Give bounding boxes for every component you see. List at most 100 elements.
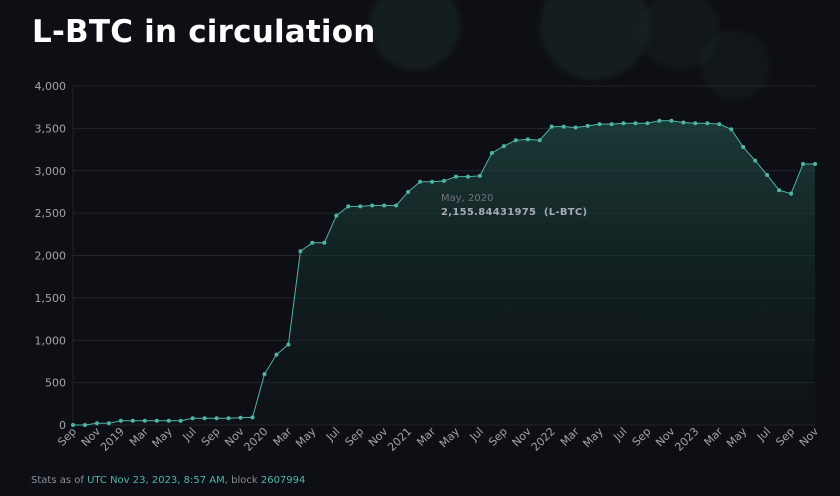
data-point[interactable] [214,416,219,421]
data-point[interactable] [430,179,435,184]
data-point[interactable] [418,179,423,184]
data-point[interactable] [573,125,578,130]
data-point[interactable] [813,161,817,166]
data-point[interactable] [717,122,722,127]
data-point[interactable] [166,418,171,423]
data-point[interactable] [705,121,710,126]
x-tick-label: May [293,425,319,451]
data-point[interactable] [142,418,147,423]
x-tick-label: Jul [180,425,199,444]
y-tick-label: 4,000 [35,80,67,93]
footer-block-number: 2607994 [260,475,306,486]
page-title: L-BTC in circulation [32,14,376,50]
data-point[interactable] [382,203,387,208]
y-tick-label: 1,000 [35,334,67,347]
data-point[interactable] [681,120,686,125]
data-point[interactable] [525,137,530,142]
data-point[interactable] [513,138,518,143]
data-point[interactable] [453,174,458,179]
data-point[interactable] [645,121,650,126]
data-point[interactable] [633,121,638,126]
tooltip-unit: (L-BTC) [543,207,588,218]
data-point[interactable] [777,188,782,193]
data-point[interactable] [609,122,614,127]
data-point[interactable] [741,145,746,150]
x-tick-label: May [580,425,606,451]
hover-tooltip: May, 2020 2,155.84431975 (L-BTC) [441,193,587,218]
data-point[interactable] [801,161,806,166]
x-tick-label: Sep [199,425,223,449]
data-point[interactable] [789,191,794,196]
data-point[interactable] [501,144,506,149]
data-point[interactable] [537,138,542,143]
data-point[interactable] [154,418,159,423]
data-point[interactable] [729,127,734,132]
y-tick-label: 1,500 [35,292,67,305]
data-point[interactable] [226,416,231,421]
data-point[interactable] [585,123,590,128]
data-point[interactable] [549,124,554,129]
x-tick-label: 2023 [672,425,701,454]
x-tick-label: 2021 [385,425,414,454]
data-point[interactable] [621,121,626,126]
data-point[interactable] [489,150,494,155]
x-tick-label: Mar [127,425,151,449]
data-point[interactable] [274,352,279,357]
data-point[interactable] [202,416,207,421]
x-tick-label: Nov [797,425,822,450]
data-points [71,118,817,427]
footer-prefix: Stats as of [31,475,84,486]
data-point[interactable] [657,118,662,123]
y-tick-label: 500 [45,377,66,390]
data-point[interactable] [394,203,399,208]
data-point[interactable] [310,240,315,245]
data-point[interactable] [286,342,291,347]
data-point[interactable] [561,124,566,129]
y-tick-label: 3,500 [35,122,67,135]
data-point[interactable] [262,372,267,377]
y-tick-label: 3,000 [35,165,67,178]
x-tick-label: May [724,425,750,451]
tooltip-date: May, 2020 [441,193,494,204]
y-tick-label: 2,500 [35,207,67,220]
x-tick-label: Jul [610,425,629,444]
data-point[interactable] [477,173,482,178]
data-point[interactable] [442,178,446,183]
data-point[interactable] [334,213,339,218]
data-point[interactable] [71,423,75,427]
data-point[interactable] [178,418,183,423]
data-point[interactable] [597,122,602,127]
data-point[interactable] [250,415,255,420]
data-point[interactable] [753,158,758,163]
x-tick-label: Sep [773,425,797,449]
x-tick-label: Jul [323,425,342,444]
data-point[interactable] [322,240,327,245]
y-axis-ticks: 0 500 1,000 1,500 2,000 2,500 3,000 3,500 4,000 [35,80,67,432]
tooltip-value: 2,155.84431975 (L-BTC) [441,207,587,218]
data-point[interactable] [106,421,111,426]
data-point[interactable] [465,174,470,179]
data-point[interactable] [693,121,698,126]
data-point[interactable] [298,249,303,254]
background-glow [370,0,460,70]
data-point[interactable] [765,172,770,177]
stats-footer: Stats as of UTC Nov 23, 2023, 8:57 AM, b… [31,475,305,486]
data-point[interactable] [94,421,99,426]
data-point[interactable] [238,415,243,420]
data-point[interactable] [130,418,135,423]
data-point[interactable] [358,204,363,209]
data-point[interactable] [406,189,411,194]
x-tick-label: 2019 [98,425,127,454]
data-point[interactable] [118,418,123,423]
data-point[interactable] [82,423,87,427]
data-point[interactable] [190,416,195,421]
background-glow [700,30,770,100]
data-point[interactable] [370,203,375,208]
x-tick-label: 2022 [529,425,558,454]
data-point[interactable] [669,118,674,123]
data-point[interactable] [346,204,351,209]
x-tick-label: Jul [467,425,486,444]
tooltip-amount: 2,155.84431975 [441,207,537,218]
